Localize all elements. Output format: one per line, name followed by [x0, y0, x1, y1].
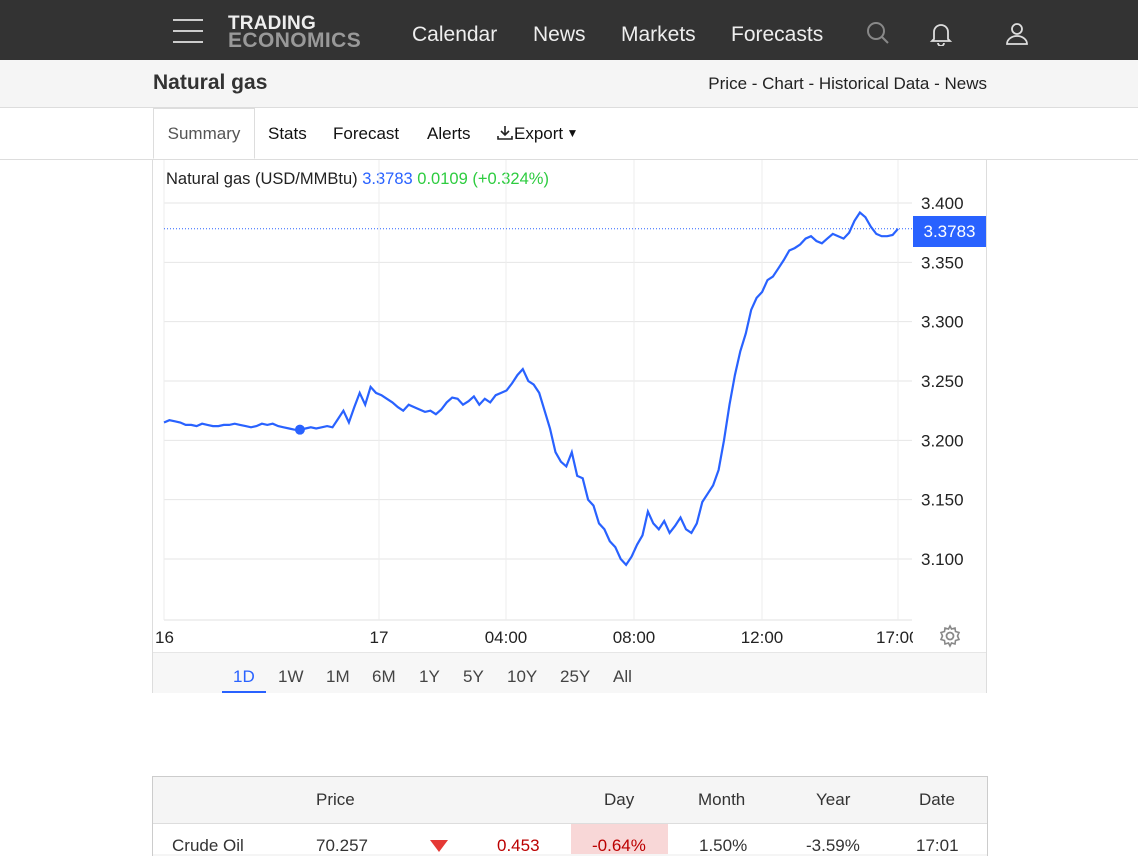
- row-price: 70.257: [316, 836, 368, 855]
- link-price[interactable]: Price: [708, 74, 748, 93]
- table-row[interactable]: [153, 823, 987, 854]
- nav-news[interactable]: News: [533, 23, 586, 46]
- tab-forecast[interactable]: Forecast: [333, 124, 400, 143]
- x-tick-label: 17:00: [876, 628, 919, 647]
- range-1y[interactable]: 1Y: [419, 667, 440, 686]
- caret-down-icon: ▼: [563, 126, 579, 140]
- chart-change: 0.0109 (+0.324%): [417, 170, 549, 188]
- link-historical-data[interactable]: Historical Data: [818, 74, 930, 93]
- chart-price: 3.3783: [362, 170, 413, 188]
- row-name[interactable]: Crude Oil: [172, 836, 244, 855]
- search-icon[interactable]: [865, 20, 891, 46]
- range-1m[interactable]: 1M: [326, 667, 350, 686]
- tab-stats[interactable]: Stats: [268, 124, 307, 143]
- x-tick-label: 16: [155, 628, 174, 647]
- x-tick-label: 08:00: [613, 628, 656, 647]
- down-arrow-icon: [430, 840, 448, 852]
- range-1w[interactable]: 1W: [278, 667, 304, 686]
- series-marker: [294, 424, 305, 435]
- nav-calendar[interactable]: Calendar: [412, 23, 498, 46]
- tabs-divider: [0, 159, 1138, 160]
- col-day: Day: [604, 790, 635, 809]
- tab-summary[interactable]: Summary: [153, 108, 255, 159]
- range-all[interactable]: All: [613, 667, 632, 686]
- nav-markets[interactable]: Markets: [621, 23, 696, 46]
- y-tick-label: 3.300: [921, 313, 964, 332]
- menu-icon[interactable]: [173, 19, 203, 43]
- y-tick-label: 3.250: [921, 372, 964, 391]
- range-1d[interactable]: 1D: [233, 667, 255, 686]
- price-series-line: [163, 210, 899, 567]
- range-25y[interactable]: 25Y: [560, 667, 591, 686]
- chart-header: Natural gas (USD/MMBtu) 3.3783 0.0109 (+…: [166, 170, 549, 189]
- tab-export[interactable]: Export ▼: [496, 124, 578, 144]
- link-news[interactable]: News: [944, 74, 987, 93]
- active-range-indicator: [222, 691, 266, 693]
- tab-export-label: Export: [514, 124, 564, 143]
- y-tick-label: 3.150: [921, 491, 964, 510]
- col-year: Year: [816, 790, 851, 809]
- price-chart[interactable]: 3.400 3.350 3.300 3.250 3.200 3.150 3.100 16 17…: [0, 0, 1138, 660]
- row-date: 17:01: [916, 836, 959, 855]
- logo[interactable]: TRADING ECONOMICS: [228, 13, 362, 52]
- col-date: Date: [919, 790, 955, 809]
- page-title: Natural gas: [153, 71, 268, 94]
- row-month: 1.50%: [699, 836, 748, 855]
- gear-icon[interactable]: [938, 624, 962, 648]
- range-selector: [153, 652, 986, 693]
- range-10y[interactable]: 10Y: [507, 667, 538, 686]
- range-6m[interactable]: 6M: [372, 667, 396, 686]
- row-year: -3.59%: [806, 836, 860, 855]
- link-chart[interactable]: Chart: [762, 74, 804, 93]
- col-month: Month: [698, 790, 746, 809]
- row-change: 0.453: [497, 836, 540, 855]
- title-bar: [0, 60, 1138, 108]
- x-tick-label: 04:00: [485, 628, 528, 647]
- range-5y[interactable]: 5Y: [463, 667, 484, 686]
- sub-links: Price - Chart - Historical Data - News: [708, 74, 987, 93]
- chart-instrument: Natural gas (USD/MMBtu): [166, 170, 358, 188]
- row-day: -0.64%: [592, 836, 646, 855]
- logo-line2: ECONOMICS: [228, 29, 362, 52]
- bell-icon[interactable]: [928, 20, 954, 46]
- y-tick-label: 3.400: [921, 194, 964, 213]
- download-icon: [497, 126, 513, 140]
- top-nav: TRADING ECONOMICS Calendar News Markets …: [0, 0, 1138, 60]
- col-price: Price: [316, 790, 355, 809]
- y-tick-label: 3.200: [921, 431, 964, 450]
- tab-alerts[interactable]: Alerts: [427, 124, 471, 143]
- y-tick-label: 3.350: [921, 253, 964, 272]
- x-tick-label: 12:00: [741, 628, 784, 647]
- user-icon[interactable]: [1004, 20, 1030, 46]
- nav-forecasts[interactable]: Forecasts: [731, 23, 824, 46]
- y-tick-label: 3.100: [921, 550, 964, 569]
- logo-line1: TRADING: [228, 13, 316, 34]
- last-price-tag: 3.3783: [913, 216, 986, 247]
- x-tick-label: 17: [370, 628, 389, 647]
